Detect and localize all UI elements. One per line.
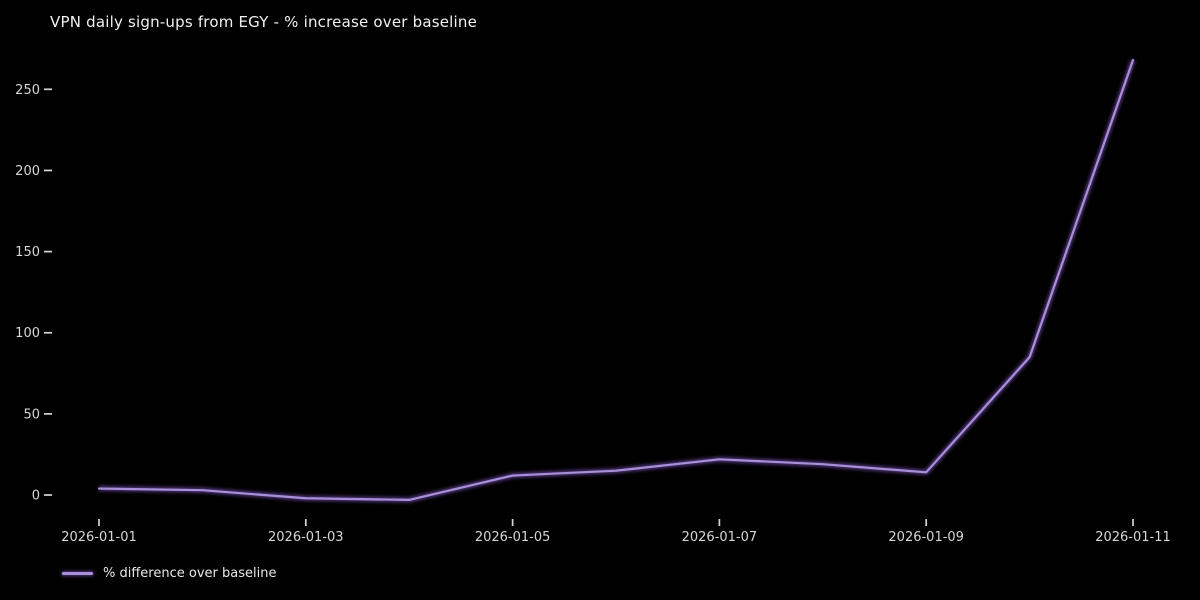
svg-text:150: 150 [15,245,40,260]
svg-text:2026-01-11: 2026-01-11 [1095,530,1171,545]
legend-label: % difference over baseline [103,566,277,581]
svg-text:2026-01-09: 2026-01-09 [888,530,964,545]
svg-text:2026-01-07: 2026-01-07 [682,530,758,545]
svg-text:250: 250 [15,83,40,98]
svg-text:2026-01-05: 2026-01-05 [475,530,551,545]
svg-text:2026-01-01: 2026-01-01 [61,530,137,545]
chart-title: VPN daily sign-ups from EGY - % increase… [50,13,478,31]
legend-line-swatch [62,572,93,575]
svg-text:0: 0 [32,489,40,504]
svg-text:2026-01-03: 2026-01-03 [268,530,344,545]
svg-text:200: 200 [15,164,40,179]
legend: % difference over baseline [62,566,276,581]
svg-text:50: 50 [23,407,40,422]
svg-text:100: 100 [15,326,40,341]
